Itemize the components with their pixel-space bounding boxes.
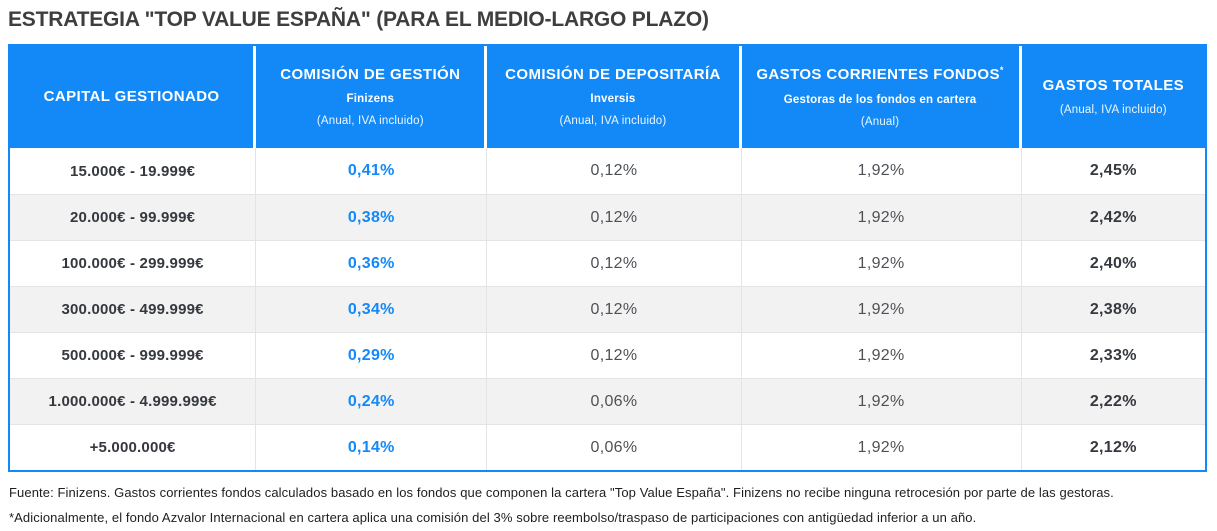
cell-gastos-corrientes-fondos: 1,92% xyxy=(742,241,1022,286)
column-subtitle-note: (Anual, IVA incluido) xyxy=(316,115,424,128)
table-row: 1.000.000€ - 4.999.999€ 0,24% 0,06% 1,92% 2,… xyxy=(10,378,1205,424)
cell-capital-gestionado: 300.000€ - 499.999€ xyxy=(10,287,257,332)
cell-comision-de-depositaria: 0,12% xyxy=(487,333,742,378)
table-row: 300.000€ - 499.999€ 0,34% 0,12% 1,92% 2,38% xyxy=(10,286,1205,332)
column-header-comision-de-gestion: COMISIÓN DE GESTIÓN Finizens (Anual, IVA i… xyxy=(256,46,488,148)
table-header-row: CAPITAL GESTIONADO COMISIÓN DE GESTIÓN Fin… xyxy=(10,46,1205,148)
footnote-source: Fuente: Finizens. Gastos corrientes fond… xyxy=(9,485,1114,500)
column-subtitle-note: (Anual, IVA incluido) xyxy=(1059,104,1167,117)
column-title: CAPITAL GESTIONADO xyxy=(43,87,220,105)
cell-comision-de-gestion: 0,29% xyxy=(256,333,488,378)
cell-gastos-corrientes-fondos: 1,92% xyxy=(742,379,1022,424)
fee-table: CAPITAL GESTIONADO COMISIÓN DE GESTIÓN Fin… xyxy=(8,44,1207,472)
cell-capital-gestionado: 20.000€ - 99.999€ xyxy=(10,195,257,240)
cell-gastos-totales: 2,45% xyxy=(1089,162,1137,179)
table-row: 15.000€ - 19.999€ 0,41% 0,12% 1,92% 2,45% xyxy=(10,148,1205,194)
page-title: ESTRATEGIA "TOP VALUE ESPAÑA" (PARA EL M… xyxy=(8,8,709,31)
cell-gastos-totales: 2,38% xyxy=(1089,300,1137,318)
column-subtitle-entity: Gestoras de los fondos en cartera xyxy=(783,93,977,106)
table-row: 20.000€ - 99.999€ 0,38% 0,12% 1,92% 2,42% xyxy=(10,194,1205,240)
cell-comision-de-depositaria: 0,12% xyxy=(487,148,742,194)
cell-capital-gestionado: 100.000€ - 299.999€ xyxy=(10,241,257,286)
footnotes: Fuente: Finizens. Gastos corrientes fond… xyxy=(8,485,1208,527)
cell-comision-de-depositaria: 0,06% xyxy=(487,425,742,470)
cell-comision-de-depositaria: 0,06% xyxy=(487,379,742,424)
cell-gastos-corrientes-fondos: 1,92% xyxy=(742,333,1022,378)
cell-capital-gestionado: 15.000€ - 19.999€ xyxy=(10,148,257,194)
cell-comision-de-gestion: 0,36% xyxy=(256,241,488,286)
column-header-gastos-corrientes-fondos: GASTOS CORRIENTES FONDOS* Gestoras de los… xyxy=(742,46,1022,148)
column-subtitle-note: (Anual) xyxy=(860,115,900,128)
cell-comision-de-depositaria: 0,12% xyxy=(487,287,742,332)
cell-gastos-corrientes-fondos: 1,92% xyxy=(742,148,1022,194)
cell-gastos-totales: 2,40% xyxy=(1089,254,1137,272)
cell-comision-de-depositaria: 0,12% xyxy=(487,195,742,240)
column-title: GASTOS TOTALES xyxy=(1042,76,1185,94)
cell-comision-de-gestion: 0,34% xyxy=(256,287,488,332)
column-title: COMISIÓN DE GESTIÓN xyxy=(280,65,461,83)
column-title: COMISIÓN DE DEPOSITARÍA xyxy=(505,65,721,83)
table-row: +5.000.000€ 0,14% 0,06% 1,92% 2,12% xyxy=(10,424,1205,470)
table-body: 15.000€ - 19.999€ 0,41% 0,12% 1,92% 2,45% 20.… xyxy=(10,148,1205,470)
column-header-comision-de-depositaria: COMISIÓN DE DEPOSITARÍA Inversis (Anual, I… xyxy=(487,46,742,148)
cell-capital-gestionado: 1.000.000€ - 4.999.999€ xyxy=(10,379,257,424)
table-row: 500.000€ - 999.999€ 0,29% 0,12% 1,92% 2,33% xyxy=(10,332,1205,378)
cell-comision-de-gestion: 0,24% xyxy=(256,379,488,424)
cell-comision-de-gestion: 0,38% xyxy=(256,195,488,240)
column-subtitle-note: (Anual, IVA incluido) xyxy=(559,115,667,128)
footnote-marker: * xyxy=(999,65,1004,76)
cell-comision-de-gestion: 0,14% xyxy=(256,425,488,470)
cell-gastos-corrientes-fondos: 1,92% xyxy=(742,195,1022,240)
cell-comision-de-gestion: 0,41% xyxy=(256,148,488,194)
column-subtitle-entity: Inversis xyxy=(590,93,636,106)
cell-gastos-totales: 2,42% xyxy=(1089,208,1137,226)
column-subtitle-entity: Finizens xyxy=(346,93,395,106)
column-title: GASTOS CORRIENTES FONDOS* xyxy=(756,65,1004,84)
cell-gastos-corrientes-fondos: 1,92% xyxy=(742,287,1022,332)
cell-gastos-corrientes-fondos: 1,92% xyxy=(742,425,1022,470)
cell-capital-gestionado: +5.000.000€ xyxy=(10,425,257,470)
cell-capital-gestionado: 500.000€ - 999.999€ xyxy=(10,333,257,378)
cell-comision-de-depositaria: 0,12% xyxy=(487,241,742,286)
table-row: 100.000€ - 299.999€ 0,36% 0,12% 1,92% 2,40% xyxy=(10,240,1205,286)
footnote-asterisk: *Adicionalmente, el fondo Azvalor Intern… xyxy=(9,510,977,526)
cell-gastos-totales: 2,33% xyxy=(1089,346,1137,364)
cell-gastos-totales: 2,12% xyxy=(1089,438,1137,456)
column-header-gastos-totales: GASTOS TOTALES (Anual, IVA incluido) xyxy=(1022,46,1205,148)
cell-gastos-totales: 2,22% xyxy=(1089,392,1137,410)
column-header-capital-gestionado: CAPITAL GESTIONADO xyxy=(10,46,257,148)
